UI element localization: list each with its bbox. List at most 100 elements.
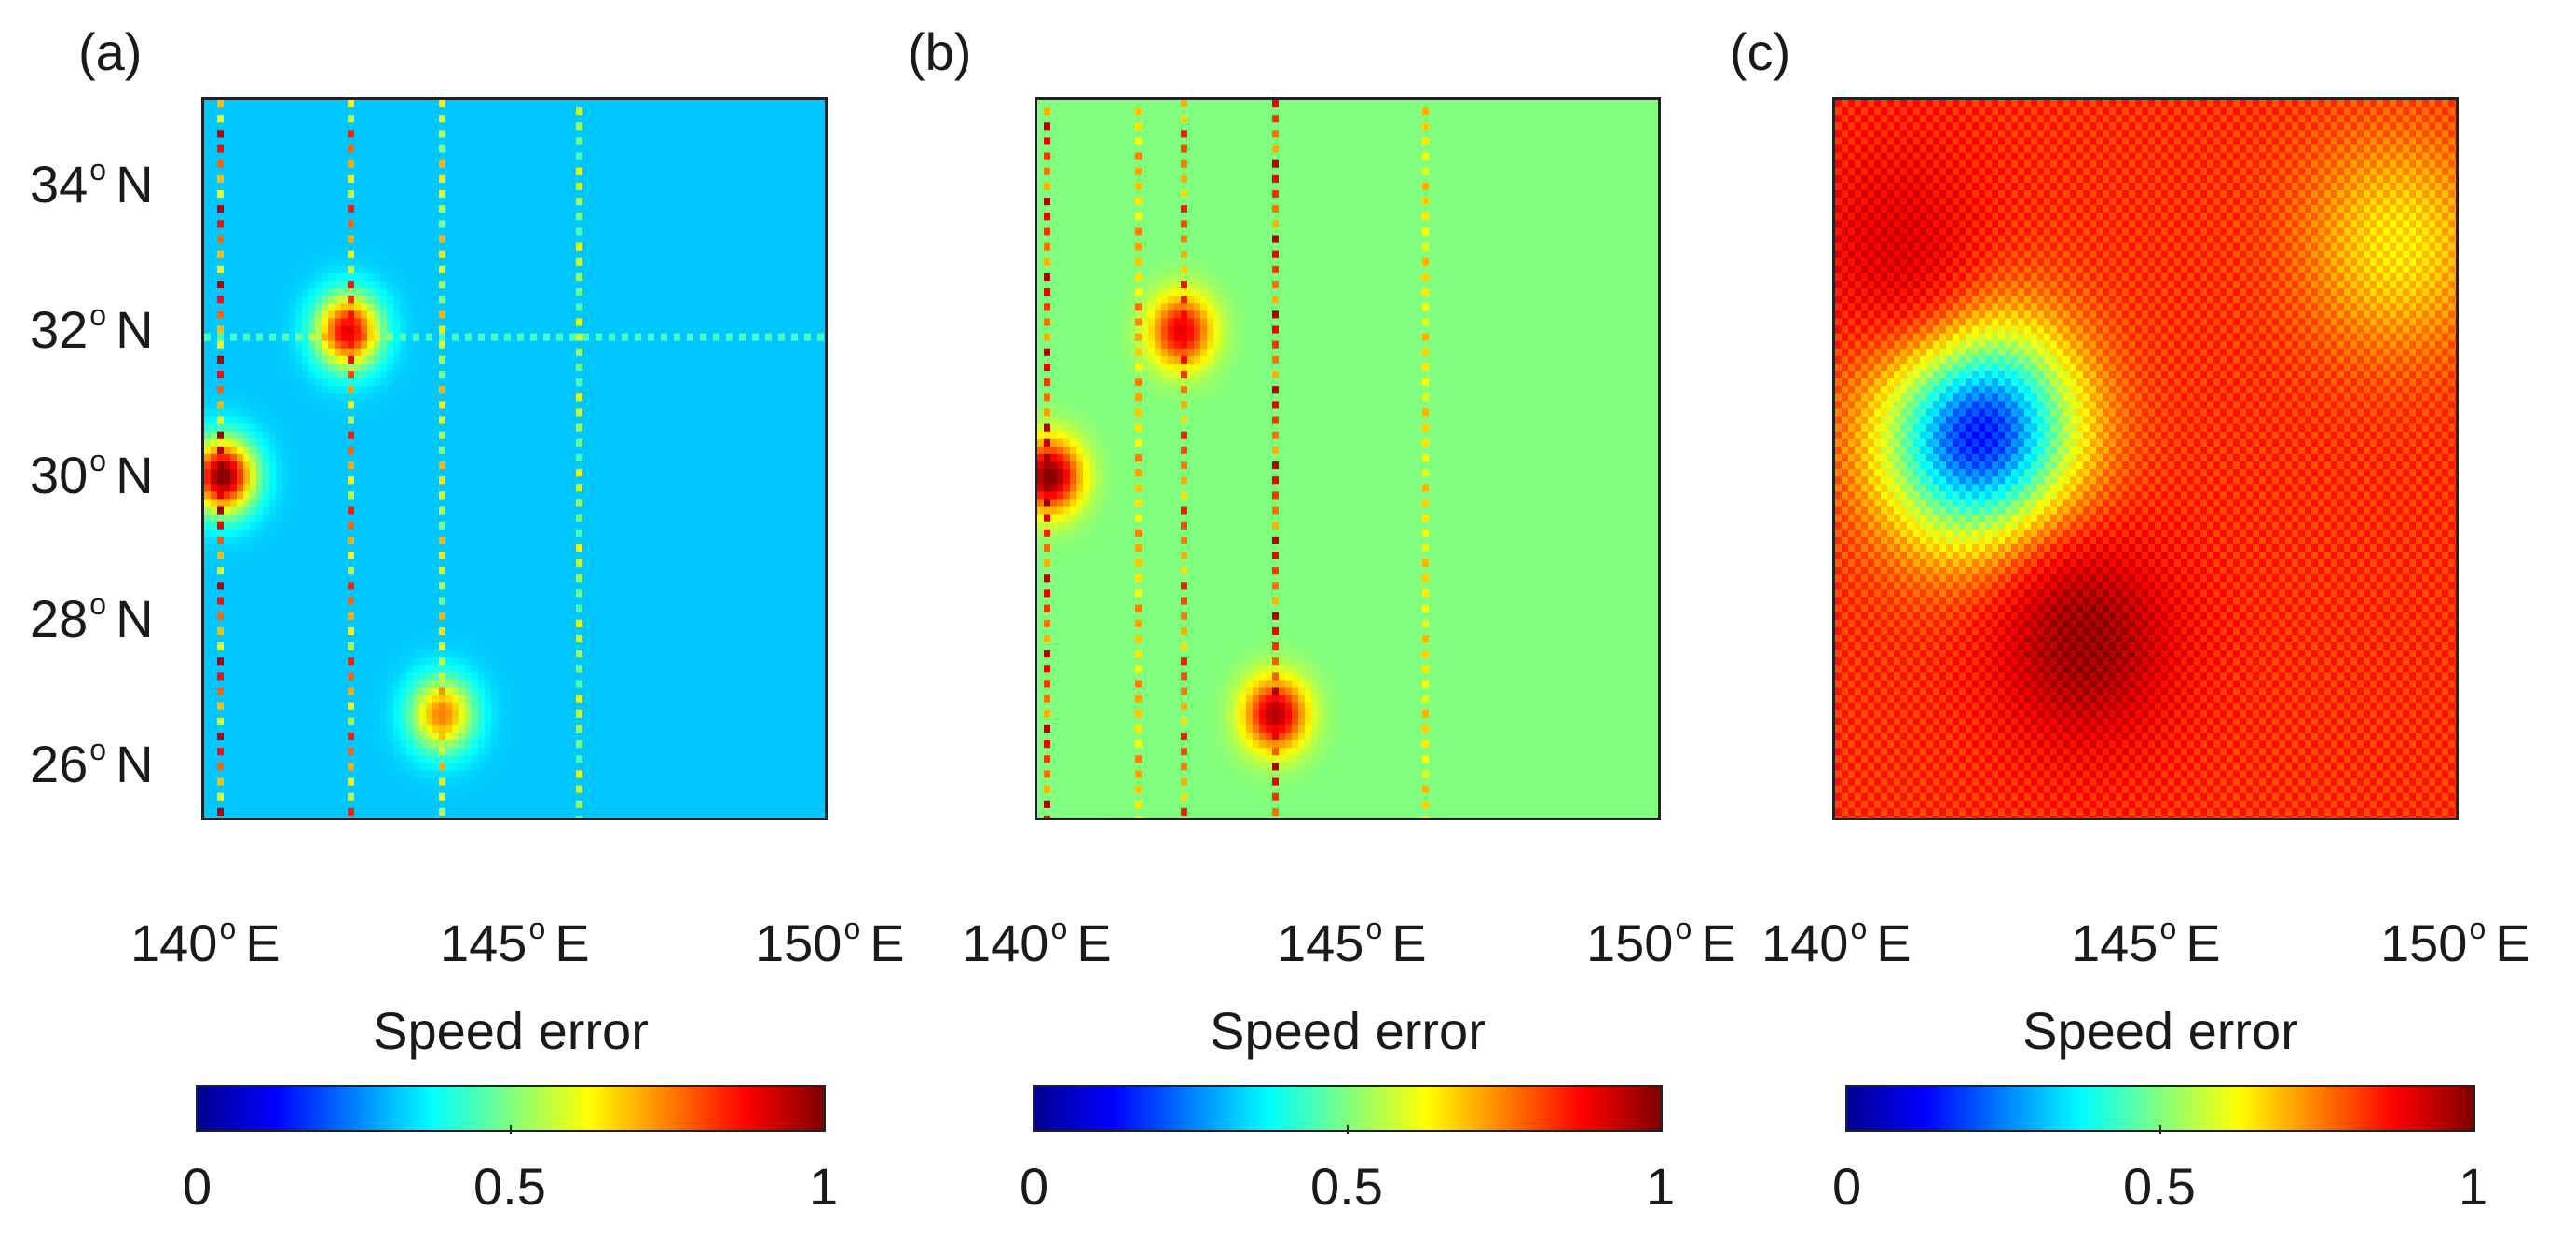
heatmap-cell bbox=[354, 115, 362, 123]
heatmap-cell bbox=[276, 318, 283, 326]
heatmap-cell bbox=[824, 355, 825, 365]
heatmap-cell bbox=[263, 190, 270, 199]
heatmap-cell bbox=[680, 144, 688, 153]
heatmap-cell bbox=[426, 220, 433, 228]
heatmap-cell bbox=[785, 198, 792, 206]
heatmap-cell bbox=[224, 318, 231, 326]
heatmap-cell bbox=[719, 137, 727, 145]
heatmap-cell bbox=[328, 310, 336, 319]
heatmap-cell bbox=[341, 348, 349, 357]
heatmap-cell bbox=[719, 242, 727, 252]
heatmap-cell bbox=[439, 288, 446, 296]
heatmap-cell bbox=[746, 484, 753, 492]
heatmap-cell bbox=[524, 408, 531, 417]
heatmap-cell bbox=[485, 174, 492, 184]
heatmap-cell bbox=[739, 205, 747, 213]
heatmap-cell bbox=[335, 220, 342, 228]
heatmap-cell bbox=[465, 393, 473, 402]
heatmap-cell bbox=[315, 401, 322, 409]
heatmap-cell bbox=[426, 438, 433, 447]
heatmap-cell bbox=[765, 446, 773, 455]
heatmap-cell bbox=[713, 438, 720, 447]
heatmap-cell bbox=[667, 371, 675, 379]
heatmap-cell bbox=[302, 235, 309, 243]
heatmap-cell bbox=[308, 122, 316, 131]
heatmap-cell bbox=[556, 303, 564, 311]
heatmap-cell bbox=[269, 401, 277, 409]
heatmap-cell bbox=[472, 363, 479, 372]
heatmap-cell bbox=[693, 137, 701, 145]
heatmap-cell bbox=[302, 484, 309, 492]
heatmap-cell bbox=[759, 296, 766, 304]
heatmap-cell bbox=[400, 288, 407, 296]
heatmap-cell bbox=[289, 393, 296, 402]
heatmap-cell bbox=[648, 257, 655, 267]
heatmap-cell bbox=[243, 107, 251, 116]
heatmap-cell bbox=[400, 257, 407, 267]
heatmap-cell bbox=[419, 423, 427, 433]
heatmap-cell bbox=[733, 281, 740, 289]
heatmap-cell bbox=[322, 371, 329, 379]
heatmap-cell bbox=[217, 438, 225, 447]
heatmap-cell bbox=[680, 272, 688, 282]
heatmap-cell bbox=[250, 484, 257, 492]
heatmap-cell bbox=[406, 446, 414, 455]
heatmap-cell bbox=[485, 250, 492, 259]
heatmap-cell bbox=[263, 198, 270, 206]
heatmap-cell bbox=[302, 461, 309, 470]
heatmap-cell bbox=[211, 393, 218, 402]
heatmap-cell bbox=[204, 348, 212, 357]
heatmap-cell bbox=[498, 122, 505, 131]
heatmap-cell bbox=[635, 416, 642, 424]
heatmap-cell bbox=[778, 446, 786, 455]
heatmap-cell bbox=[413, 318, 420, 326]
heatmap-cell bbox=[563, 265, 570, 274]
heatmap-cell bbox=[772, 310, 779, 319]
heatmap-cell bbox=[556, 122, 564, 131]
heatmap-cell bbox=[393, 213, 401, 221]
heatmap-cell bbox=[426, 355, 433, 365]
heatmap-cell bbox=[374, 325, 381, 334]
heatmap-cell bbox=[609, 144, 616, 153]
heatmap-cell bbox=[700, 416, 707, 424]
heatmap-cell bbox=[367, 281, 375, 289]
heatmap-cell bbox=[563, 333, 570, 342]
heatmap-cell bbox=[517, 288, 525, 296]
heatmap-cell bbox=[472, 122, 479, 131]
heatmap-cell bbox=[439, 100, 446, 108]
heatmap-cell bbox=[406, 100, 414, 108]
heatmap-cell bbox=[419, 438, 427, 447]
heatmap-cell bbox=[589, 393, 596, 402]
heatmap-cell bbox=[667, 363, 675, 372]
heatmap-cell bbox=[576, 363, 583, 372]
heatmap-cell bbox=[308, 144, 316, 153]
heatmap-cell bbox=[635, 152, 642, 161]
heatmap-cell bbox=[465, 265, 473, 274]
heatmap-cell bbox=[563, 461, 570, 470]
heatmap-cell bbox=[354, 159, 362, 169]
heatmap-cell bbox=[759, 265, 766, 274]
heatmap-cell bbox=[661, 296, 668, 304]
heatmap-cell bbox=[550, 378, 557, 387]
heatmap-cell bbox=[609, 476, 616, 485]
heatmap-cell bbox=[354, 453, 362, 462]
heatmap-cell bbox=[543, 325, 551, 334]
heatmap-cell bbox=[615, 122, 623, 131]
heatmap-cell bbox=[817, 469, 825, 477]
heatmap-cell bbox=[622, 130, 629, 138]
heatmap-cell bbox=[772, 393, 779, 402]
heatmap-cell bbox=[269, 303, 277, 311]
heatmap-cell bbox=[752, 272, 760, 282]
heatmap-cell bbox=[315, 122, 322, 131]
heatmap-cell bbox=[406, 174, 414, 184]
heatmap-cell bbox=[308, 378, 316, 387]
heatmap-cell bbox=[700, 272, 707, 282]
heatmap-cell bbox=[648, 152, 655, 161]
heatmap-cell bbox=[282, 371, 290, 379]
heatmap-cell bbox=[380, 190, 388, 199]
heatmap-cell bbox=[661, 288, 668, 296]
heatmap-cell bbox=[582, 130, 590, 138]
heatmap-cell bbox=[680, 393, 688, 402]
heatmap-cell bbox=[426, 371, 433, 379]
heatmap-cell bbox=[439, 296, 446, 304]
